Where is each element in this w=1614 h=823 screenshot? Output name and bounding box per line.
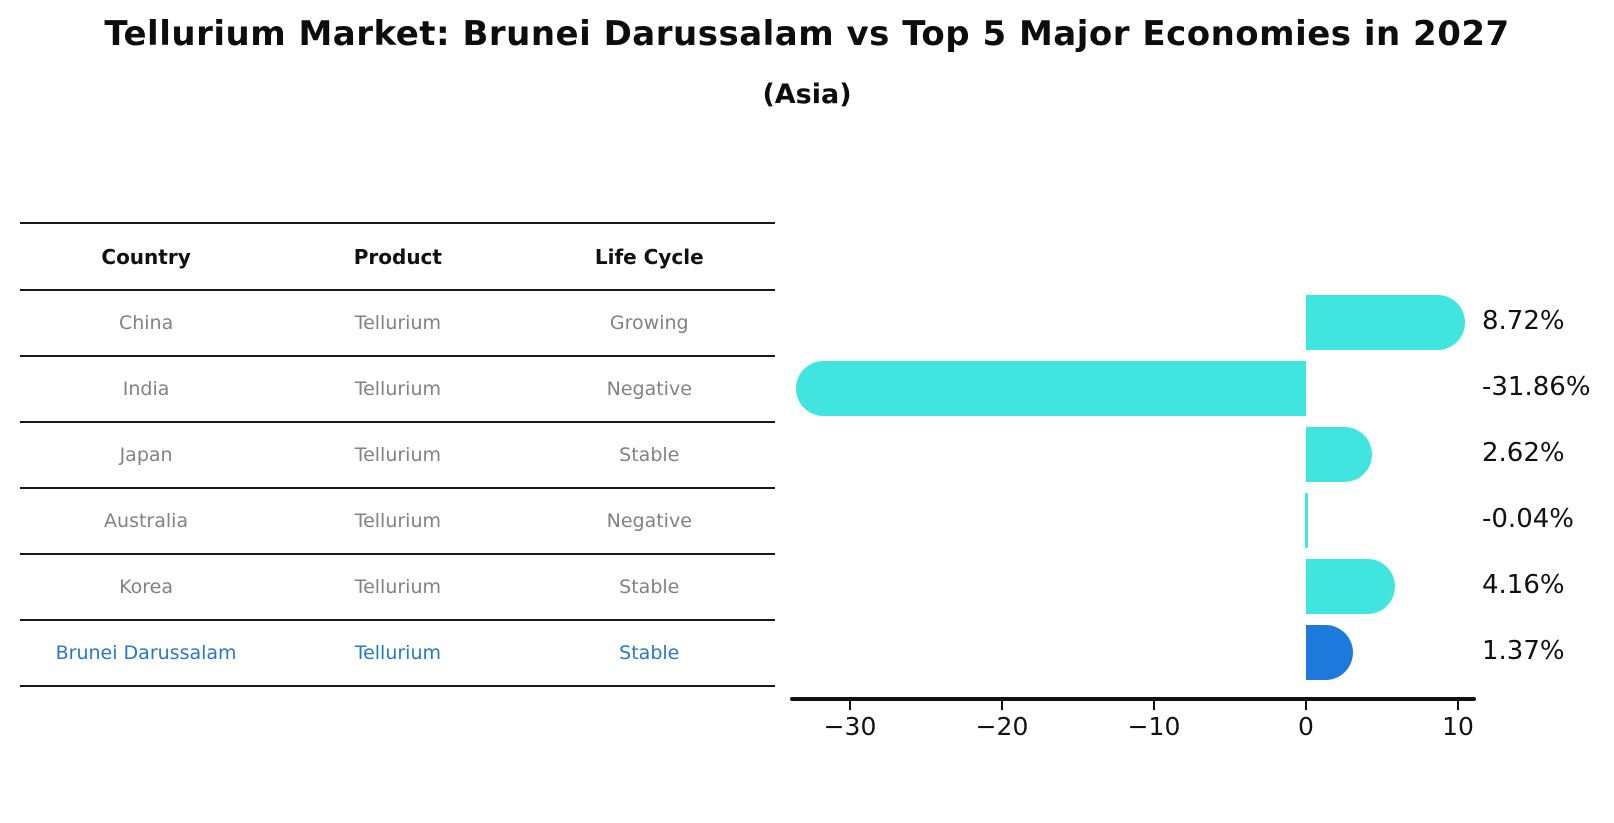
- x-axis-tick: [1457, 700, 1459, 710]
- value-label-australia: -0.04%: [1482, 504, 1574, 534]
- x-axis-tick-label: −20: [975, 712, 1029, 741]
- column-header-life-cycle: Life Cycle: [594, 244, 704, 269]
- cell-country: Japan: [119, 444, 173, 466]
- x-axis-tick-label: 0: [1298, 712, 1314, 741]
- x-axis-tick-label: −30: [823, 712, 877, 741]
- bar-korea: [1306, 558, 1396, 614]
- table-row-brunei-darussalam: Brunei Darussalam Tellurium Stable: [20, 621, 775, 687]
- cell-life-cycle: Negative: [606, 378, 692, 400]
- cell-life-cycle: Stable: [619, 576, 680, 598]
- table-row-india: India Tellurium Negative: [20, 357, 775, 423]
- cell-country: China: [118, 312, 174, 334]
- cell-life-cycle: Negative: [606, 510, 692, 532]
- value-label-china: 8.72%: [1482, 306, 1565, 336]
- chart-title: Tellurium Market: Brunei Darussalam vs T…: [104, 14, 1510, 54]
- x-axis-line: [790, 697, 1476, 701]
- country-table: Country Product Life Cycle China Telluriu…: [20, 222, 775, 687]
- bar-brunei-darussalam: [1306, 624, 1353, 680]
- cell-country: Korea: [119, 576, 174, 598]
- cell-life-cycle: Growing: [609, 312, 689, 334]
- bar-india: [795, 360, 1306, 416]
- bar-china: [1306, 294, 1465, 350]
- table-row-australia: Australia Tellurium Negative: [20, 489, 775, 555]
- column-header-country: Country: [101, 244, 191, 269]
- cell-product: Tellurium: [354, 576, 442, 598]
- cell-product: Tellurium: [354, 642, 442, 664]
- cell-product: Tellurium: [354, 312, 442, 334]
- column-header-product: Product: [353, 244, 442, 269]
- cell-country: India: [122, 378, 170, 400]
- cell-country: Brunei Darussalam: [55, 642, 237, 664]
- table-row-korea: Korea Tellurium Stable: [20, 555, 775, 621]
- table-row-japan: Japan Tellurium Stable: [20, 423, 775, 489]
- x-axis-tick-label: −10: [1127, 712, 1181, 741]
- bar-japan: [1306, 426, 1372, 482]
- x-axis-tick: [1305, 700, 1307, 710]
- x-axis-tick: [849, 700, 851, 710]
- table-row-china: China Tellurium Growing: [20, 291, 775, 357]
- cell-country: Australia: [104, 510, 189, 532]
- x-axis-tick-label: 10: [1442, 712, 1474, 741]
- table-header-row: Country Product Life Cycle: [20, 224, 775, 291]
- x-axis-tick: [1153, 700, 1155, 710]
- value-label-brunei-darussalam: 1.37%: [1482, 636, 1565, 666]
- cell-life-cycle: Stable: [619, 642, 680, 664]
- value-label-japan: 2.62%: [1482, 438, 1565, 468]
- x-axis-tick: [1001, 700, 1003, 710]
- cell-life-cycle: Stable: [619, 444, 680, 466]
- cell-product: Tellurium: [354, 378, 442, 400]
- value-label-india: -31.86%: [1482, 372, 1591, 402]
- chart-subtitle: (Asia): [762, 79, 852, 110]
- cell-product: Tellurium: [354, 510, 442, 532]
- bar-australia: [1305, 492, 1308, 548]
- value-label-korea: 4.16%: [1482, 570, 1565, 600]
- cell-product: Tellurium: [354, 444, 442, 466]
